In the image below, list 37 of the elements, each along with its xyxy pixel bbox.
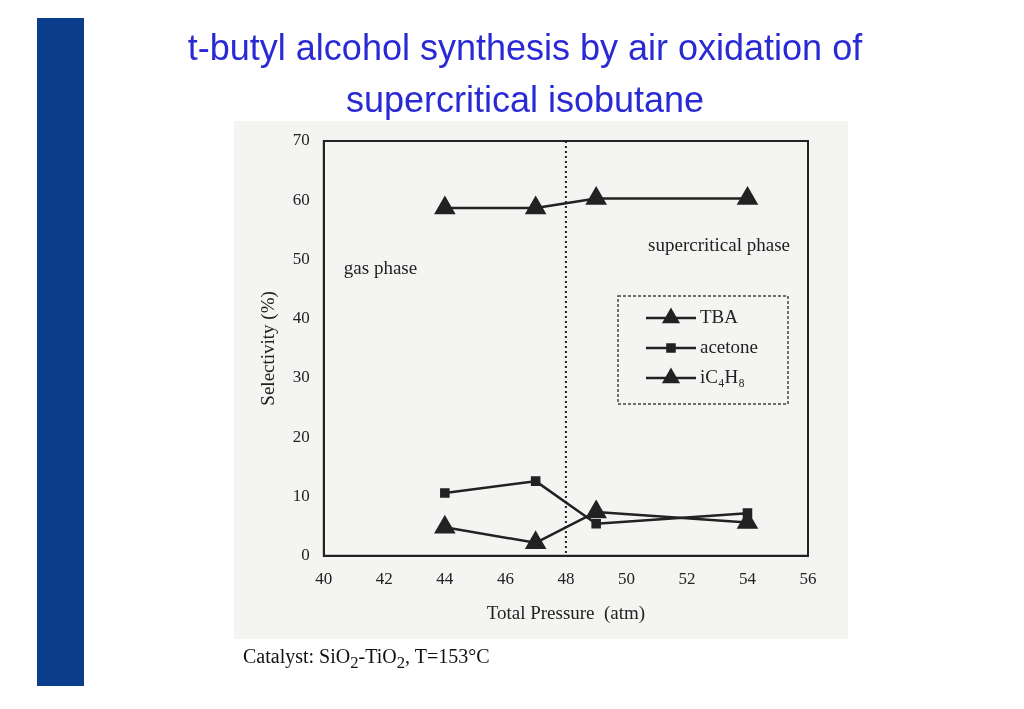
y-tick-label: 50 — [292, 248, 310, 268]
point — [434, 516, 455, 534]
chart-title: t-butyl alcohol synthesis by air oxidation of supercritical isobutane — [186, 26, 864, 122]
legend-label: TBA — [700, 305, 739, 327]
annotation: gas phase — [343, 257, 418, 278]
x-tick-label: 52 — [678, 569, 696, 589]
x-tick-label: 40 — [315, 569, 333, 589]
point — [737, 187, 758, 205]
point — [742, 508, 753, 518]
y-tick-label: 10 — [292, 486, 310, 506]
point — [440, 488, 450, 498]
y-tick-label: 40 — [292, 308, 310, 328]
annotation: supercritical phase — [648, 234, 790, 255]
point — [530, 476, 541, 486]
x-tick-label: 48 — [557, 569, 575, 589]
x-tick-label: 44 — [436, 569, 454, 589]
y-axis-title: Selectivity (%) — [257, 291, 280, 406]
y-tick-label: 30 — [292, 367, 310, 387]
y-tick-label: 0 — [301, 545, 310, 565]
point — [525, 196, 546, 215]
y-tick-label: 20 — [292, 426, 310, 446]
x-tick-label: 56 — [799, 569, 817, 589]
point — [586, 187, 607, 205]
point — [586, 500, 607, 519]
point — [525, 531, 546, 550]
x-tick-label: 50 — [617, 569, 635, 589]
y-tick-label: 60 — [292, 189, 310, 209]
x-axis-title: Total Pressure (atm) — [486, 601, 646, 624]
legend-label: iC₄H₈ — [700, 365, 745, 387]
point — [591, 519, 601, 529]
text: Catalyst: SiO$_{2}$-TiO$_{2}$, T=153°C — [243, 645, 490, 673]
x-tick-label: 46 — [496, 569, 514, 589]
point — [434, 196, 455, 215]
x-tick-label: 54 — [738, 569, 757, 589]
y-tick-label: 70 — [292, 130, 310, 150]
x-tick-label: 42 — [375, 569, 393, 589]
legend-label: acetone — [700, 335, 759, 357]
